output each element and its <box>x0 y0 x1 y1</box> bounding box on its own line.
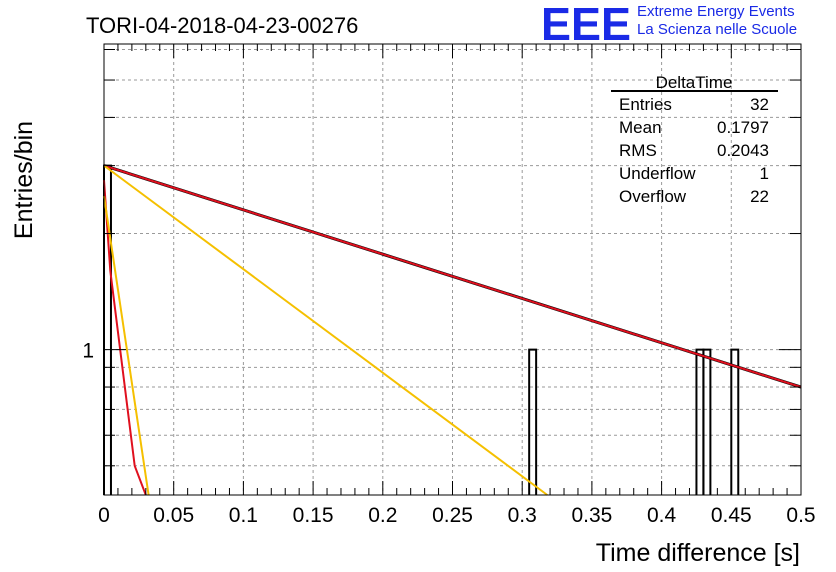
eee-caption-line2: La Scienza nelle Scuole <box>637 21 798 38</box>
eee-caption-line1: Extreme Energy Events <box>637 3 795 20</box>
axis-tick-labels: 0 0.05 0.1 0.15 0.2 0.25 0.3 0.35 0.4 0.45 0.5 1 <box>82 340 815 527</box>
stats-row-value: 0.1797 <box>717 118 769 137</box>
eee-logo-caption: Extreme Energy Events La Scienza nelle S… <box>637 3 797 39</box>
x-tick-label: 0.05 <box>153 504 194 527</box>
x-tick-label: 0.25 <box>432 504 473 527</box>
fit-line-red <box>103 180 147 496</box>
histogram-bin <box>730 348 740 495</box>
stats-row-value: 22 <box>750 187 769 206</box>
stats-box: DeltaTime Entries 32 Mean 0.1797 RMS 0.2043 Un… <box>611 73 778 206</box>
stats-row-label: Mean <box>619 118 662 137</box>
x-tick-label: 0.2 <box>368 504 397 527</box>
x-tick-label: 0.45 <box>711 504 752 527</box>
histogram-bins <box>103 164 740 495</box>
x-tick-label: 0.15 <box>293 504 334 527</box>
grid <box>104 44 801 495</box>
x-tick-label: 0.4 <box>647 504 677 527</box>
x-tick-label: 0 <box>98 504 110 527</box>
stats-row-value: 32 <box>750 95 769 114</box>
x-axis-label: Time difference [s] <box>596 539 800 567</box>
stats-row-label: Overflow <box>619 187 687 206</box>
fit-lines <box>103 164 802 496</box>
y-tick-label: 1 <box>82 340 94 363</box>
chart-title: TORI-04-2018-04-23-00276 <box>86 13 358 38</box>
axis-ticks <box>103 44 802 495</box>
fit-line-red <box>103 164 802 389</box>
stats-box-title: DeltaTime <box>656 73 733 92</box>
stats-row-value: 0.2043 <box>717 141 769 160</box>
eee-logo: EEE <box>541 0 631 44</box>
stats-row-label: Entries <box>619 95 672 114</box>
stats-row-label: Underflow <box>619 164 696 183</box>
eee-logo-letters: EEE <box>541 0 631 44</box>
x-tick-label: 0.5 <box>786 504 815 527</box>
fit-line-yellow <box>103 196 150 496</box>
histogram-bin <box>528 348 538 495</box>
histogram-bin <box>702 348 712 495</box>
fit-line-yellow <box>103 164 548 496</box>
y-axis-label: Entries/bin <box>10 121 38 239</box>
histogram-bin <box>695 348 705 495</box>
stats-row-label: RMS <box>619 141 657 160</box>
x-tick-label: 0.3 <box>508 504 537 527</box>
x-tick-label: 0.35 <box>571 504 612 527</box>
x-tick-label: 0.1 <box>229 504 258 527</box>
stats-row-value: 1 <box>760 164 769 183</box>
